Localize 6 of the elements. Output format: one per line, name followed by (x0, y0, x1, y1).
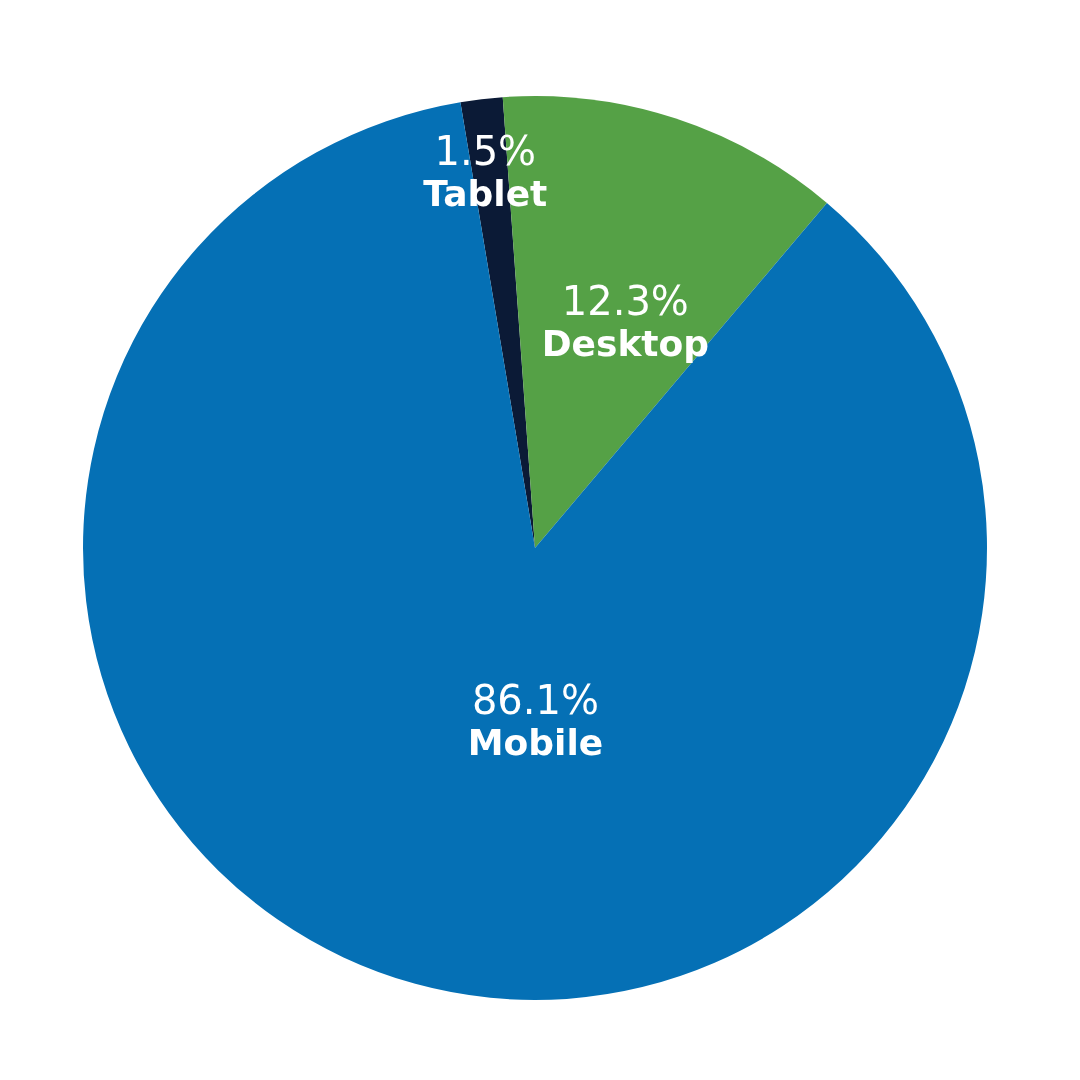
data-label: 1.5% (434, 127, 537, 174)
data-label: 12.3% (561, 277, 689, 324)
data-label: 86.1% (471, 676, 599, 723)
slice-label: Tablet (423, 172, 548, 214)
slice-label: Mobile (467, 721, 604, 763)
slice-label: Desktop (541, 322, 710, 364)
